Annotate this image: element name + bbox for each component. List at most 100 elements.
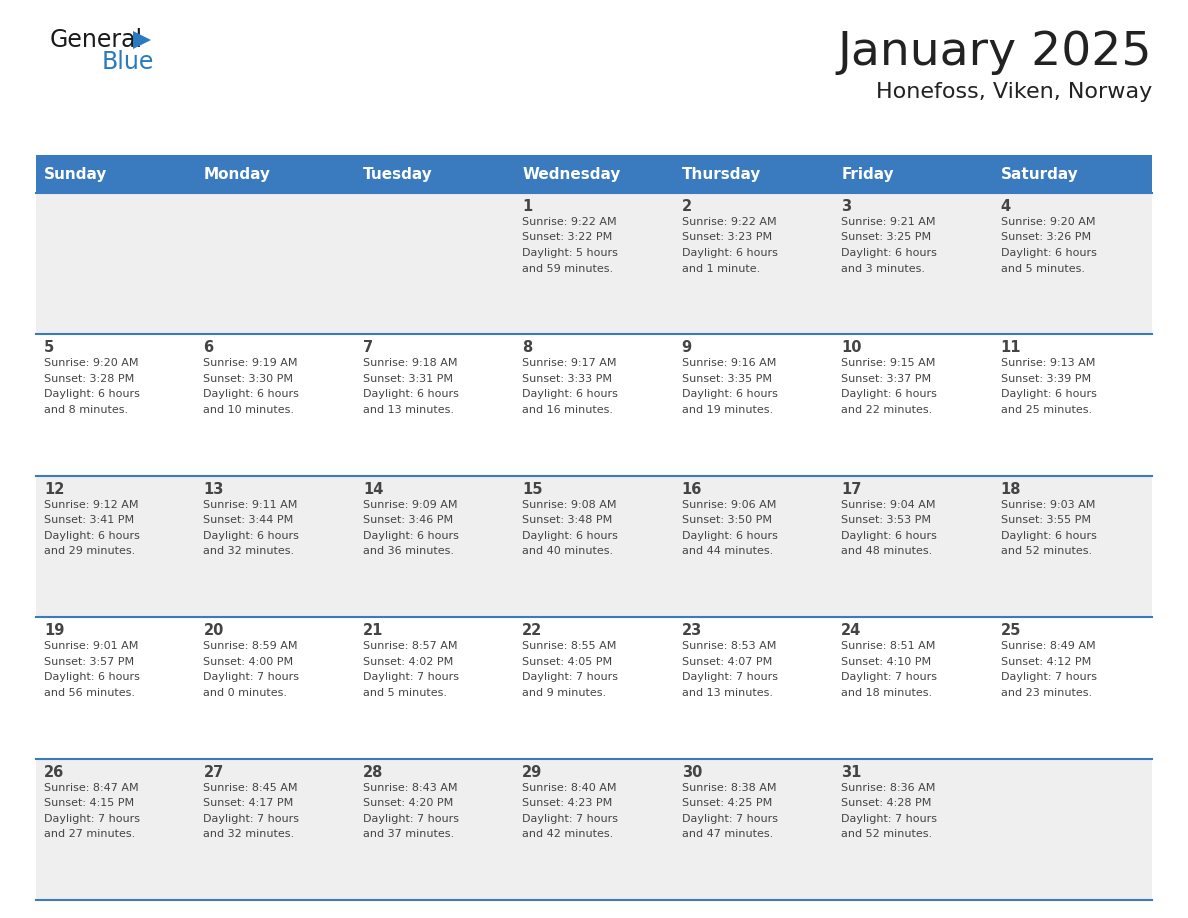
Text: Sunset: 4:23 PM: Sunset: 4:23 PM [523, 798, 613, 808]
Text: and 5 minutes.: and 5 minutes. [362, 688, 447, 698]
Text: and 44 minutes.: and 44 minutes. [682, 546, 773, 556]
Text: Sunrise: 8:59 AM: Sunrise: 8:59 AM [203, 641, 298, 651]
Text: 24: 24 [841, 623, 861, 638]
Text: Sunset: 3:48 PM: Sunset: 3:48 PM [523, 515, 613, 525]
Text: Sunrise: 9:08 AM: Sunrise: 9:08 AM [523, 499, 617, 509]
Text: Sunset: 4:07 PM: Sunset: 4:07 PM [682, 656, 772, 666]
Text: and 48 minutes.: and 48 minutes. [841, 546, 933, 556]
Text: and 42 minutes.: and 42 minutes. [523, 829, 613, 839]
Text: and 5 minutes.: and 5 minutes. [1000, 263, 1085, 274]
Text: Sunset: 3:33 PM: Sunset: 3:33 PM [523, 374, 612, 384]
Text: 10: 10 [841, 341, 861, 355]
Text: Sunrise: 9:19 AM: Sunrise: 9:19 AM [203, 358, 298, 368]
Text: 6: 6 [203, 341, 214, 355]
Text: and 52 minutes.: and 52 minutes. [841, 829, 933, 839]
Text: Daylight: 7 hours: Daylight: 7 hours [841, 672, 937, 682]
Text: Daylight: 6 hours: Daylight: 6 hours [841, 248, 937, 258]
Text: Sunrise: 8:45 AM: Sunrise: 8:45 AM [203, 783, 298, 792]
Text: 15: 15 [523, 482, 543, 497]
Bar [36, 476, 1152, 617]
Text: Daylight: 7 hours: Daylight: 7 hours [203, 813, 299, 823]
Text: 21: 21 [362, 623, 384, 638]
Text: Sunrise: 9:13 AM: Sunrise: 9:13 AM [1000, 358, 1095, 368]
Text: Daylight: 7 hours: Daylight: 7 hours [682, 672, 778, 682]
Text: Daylight: 7 hours: Daylight: 7 hours [1000, 672, 1097, 682]
Text: Sunrise: 9:06 AM: Sunrise: 9:06 AM [682, 499, 776, 509]
Text: Sunrise: 9:20 AM: Sunrise: 9:20 AM [44, 358, 139, 368]
Text: 12: 12 [44, 482, 64, 497]
Text: and 25 minutes.: and 25 minutes. [1000, 405, 1092, 415]
Text: Sunset: 4:17 PM: Sunset: 4:17 PM [203, 798, 293, 808]
Text: and 32 minutes.: and 32 minutes. [203, 546, 295, 556]
Text: Daylight: 6 hours: Daylight: 6 hours [682, 531, 778, 541]
Text: Sunset: 3:55 PM: Sunset: 3:55 PM [1000, 515, 1091, 525]
Text: Friday: Friday [841, 166, 893, 182]
Bar [36, 334, 1152, 476]
Text: Tuesday: Tuesday [362, 166, 432, 182]
Text: Sunset: 3:41 PM: Sunset: 3:41 PM [44, 515, 134, 525]
Text: and 19 minutes.: and 19 minutes. [682, 405, 773, 415]
Text: and 27 minutes.: and 27 minutes. [44, 829, 135, 839]
Text: and 8 minutes.: and 8 minutes. [44, 405, 128, 415]
Text: Monday: Monday [203, 166, 271, 182]
Text: Sunset: 3:46 PM: Sunset: 3:46 PM [362, 515, 453, 525]
Text: and 1 minute.: and 1 minute. [682, 263, 760, 274]
Text: 30: 30 [682, 765, 702, 779]
Text: Daylight: 6 hours: Daylight: 6 hours [44, 389, 140, 399]
Text: 27: 27 [203, 765, 223, 779]
Text: Daylight: 6 hours: Daylight: 6 hours [841, 389, 937, 399]
Bar [36, 617, 1152, 758]
Text: 14: 14 [362, 482, 384, 497]
Text: 19: 19 [44, 623, 64, 638]
Text: Sunset: 3:35 PM: Sunset: 3:35 PM [682, 374, 772, 384]
Text: Sunrise: 9:03 AM: Sunrise: 9:03 AM [1000, 499, 1095, 509]
Text: Sunset: 3:23 PM: Sunset: 3:23 PM [682, 232, 772, 242]
Text: Daylight: 7 hours: Daylight: 7 hours [682, 813, 778, 823]
Text: Sunset: 4:05 PM: Sunset: 4:05 PM [523, 656, 612, 666]
Text: and 0 minutes.: and 0 minutes. [203, 688, 287, 698]
Text: Sunset: 4:20 PM: Sunset: 4:20 PM [362, 798, 453, 808]
Text: Daylight: 6 hours: Daylight: 6 hours [841, 531, 937, 541]
Text: and 13 minutes.: and 13 minutes. [682, 688, 772, 698]
Text: Sunset: 3:30 PM: Sunset: 3:30 PM [203, 374, 293, 384]
Text: Sunset: 3:25 PM: Sunset: 3:25 PM [841, 232, 931, 242]
Text: 4: 4 [1000, 199, 1011, 214]
Text: Daylight: 7 hours: Daylight: 7 hours [362, 672, 459, 682]
Text: 13: 13 [203, 482, 223, 497]
Text: 20: 20 [203, 623, 223, 638]
Text: Sunset: 4:15 PM: Sunset: 4:15 PM [44, 798, 134, 808]
Text: 1: 1 [523, 199, 532, 214]
Text: Blue: Blue [102, 50, 154, 74]
Text: and 3 minutes.: and 3 minutes. [841, 263, 925, 274]
Text: Daylight: 6 hours: Daylight: 6 hours [523, 389, 618, 399]
Text: Sunset: 3:39 PM: Sunset: 3:39 PM [1000, 374, 1091, 384]
Text: and 16 minutes.: and 16 minutes. [523, 405, 613, 415]
Text: Daylight: 7 hours: Daylight: 7 hours [523, 672, 618, 682]
Text: 31: 31 [841, 765, 861, 779]
Text: Sunrise: 9:09 AM: Sunrise: 9:09 AM [362, 499, 457, 509]
Text: Daylight: 6 hours: Daylight: 6 hours [44, 672, 140, 682]
Text: Sunrise: 9:20 AM: Sunrise: 9:20 AM [1000, 217, 1095, 227]
Text: and 40 minutes.: and 40 minutes. [523, 546, 613, 556]
Text: and 9 minutes.: and 9 minutes. [523, 688, 606, 698]
Text: Sunset: 4:10 PM: Sunset: 4:10 PM [841, 656, 931, 666]
Text: and 29 minutes.: and 29 minutes. [44, 546, 135, 556]
Bar [36, 155, 1152, 193]
Text: 28: 28 [362, 765, 384, 779]
Text: 3: 3 [841, 199, 852, 214]
Text: 26: 26 [44, 765, 64, 779]
Text: Sunset: 3:57 PM: Sunset: 3:57 PM [44, 656, 134, 666]
Text: and 59 minutes.: and 59 minutes. [523, 263, 613, 274]
Text: 25: 25 [1000, 623, 1020, 638]
Text: Daylight: 7 hours: Daylight: 7 hours [841, 813, 937, 823]
Text: 22: 22 [523, 623, 543, 638]
Text: Sunrise: 8:57 AM: Sunrise: 8:57 AM [362, 641, 457, 651]
Text: Thursday: Thursday [682, 166, 762, 182]
Text: 5: 5 [44, 341, 55, 355]
Text: and 10 minutes.: and 10 minutes. [203, 405, 295, 415]
Text: Daylight: 6 hours: Daylight: 6 hours [1000, 248, 1097, 258]
Text: 7: 7 [362, 341, 373, 355]
Text: Daylight: 6 hours: Daylight: 6 hours [1000, 389, 1097, 399]
Text: and 18 minutes.: and 18 minutes. [841, 688, 933, 698]
Text: 18: 18 [1000, 482, 1020, 497]
